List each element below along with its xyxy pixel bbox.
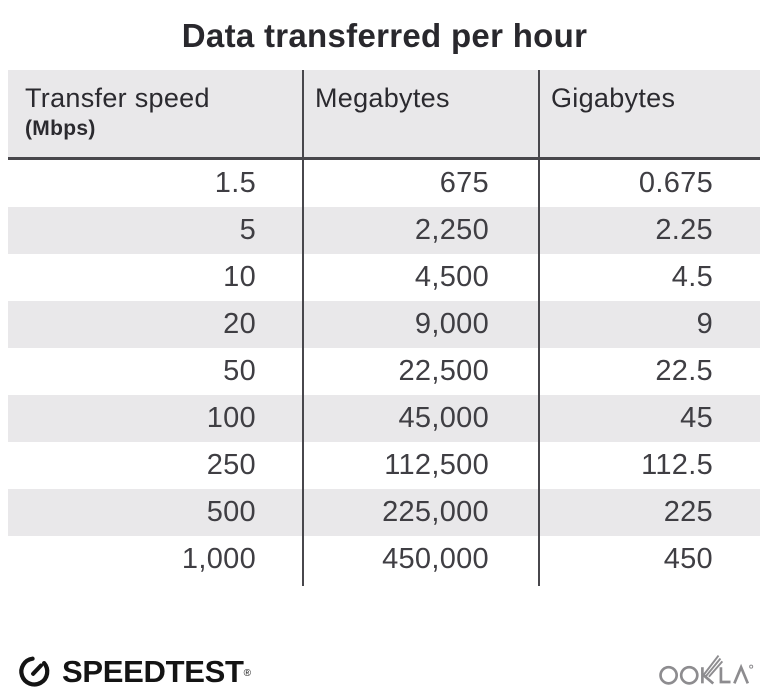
speedtest-logo: SPEEDTEST® [16, 653, 251, 690]
header-megabytes: Megabytes [303, 70, 539, 157]
table-cell: 450,000 [382, 543, 489, 575]
table-row: 250 112,500 112.5 [8, 442, 760, 489]
column-divider [302, 70, 304, 586]
page-title: Data transferred per hour [181, 17, 588, 54]
column-divider [538, 70, 540, 586]
table-cell: 225 [663, 496, 713, 528]
table-row: 1,000 450,000 450 [8, 536, 760, 583]
table-cell: 1.5 [214, 167, 256, 199]
table-row: 500 225,000 225 [8, 489, 760, 536]
ookla-wordmark-icon [659, 655, 754, 685]
table-row: 100 45,000 45 [8, 395, 760, 442]
speedtest-wordmark: SPEEDTEST® [62, 654, 251, 690]
table-cell: 100 [206, 402, 256, 434]
footer: SPEEDTEST® [16, 653, 755, 690]
table-cell: 4,500 [414, 261, 489, 293]
table-row: 50 22,500 22.5 [8, 348, 760, 395]
table-row: 5 2,250 2.25 [8, 207, 760, 254]
table-cell: 0.675 [638, 167, 713, 199]
table-cell: 9,000 [414, 308, 489, 340]
table-row: 20 9,000 9 [8, 301, 760, 348]
ookla-logo [659, 654, 755, 690]
header-label: Megabytes [315, 83, 450, 113]
table-cell: 10 [223, 261, 256, 293]
table-cell: 5 [239, 214, 256, 246]
table-cell: 112,500 [384, 449, 489, 481]
header-label: Gigabytes [551, 83, 676, 113]
header-transfer-speed: Transfer speed (Mbps) [8, 70, 303, 157]
table-cell: 225,000 [382, 496, 489, 528]
table-cell: 2,250 [414, 214, 489, 246]
table-cell: 50 [223, 355, 256, 387]
table-cell: 112.5 [641, 449, 713, 481]
header-sublabel: (Mbps) [25, 117, 96, 140]
table-cell: 500 [206, 496, 256, 528]
table-cell: 4.5 [671, 261, 713, 293]
table-header-row: Transfer speed (Mbps) Megabytes Gigabyte… [8, 70, 760, 160]
table-cell: 45 [680, 402, 713, 434]
table-body: 1.5 675 0.675 5 2,250 2.25 10 4,500 4.5 20 9,000 9 5… [8, 160, 760, 583]
table-row: 10 4,500 4.5 [8, 254, 760, 301]
table-cell: 450 [663, 543, 713, 575]
table-cell: 45,000 [398, 402, 489, 434]
data-table: Transfer speed (Mbps) Megabytes Gigabyte… [8, 70, 760, 586]
registered-trademark-icon: ® [243, 667, 251, 679]
speedtest-gauge-icon [16, 653, 53, 690]
table-cell: 2.25 [655, 214, 713, 246]
table-cell: 20 [223, 308, 256, 340]
table-cell: 675 [439, 167, 489, 199]
header-label: Transfer speed [25, 83, 210, 113]
table-cell: 22,500 [398, 355, 489, 387]
table-row: 1.5 675 0.675 [8, 160, 760, 207]
table-cell: 22.5 [655, 355, 713, 387]
header-gigabytes: Gigabytes [539, 70, 760, 157]
table-cell: 9 [696, 308, 713, 340]
table-cell: 250 [206, 449, 256, 481]
table-cell: 1,000 [181, 543, 256, 575]
speedtest-text: SPEEDTEST [62, 653, 244, 689]
